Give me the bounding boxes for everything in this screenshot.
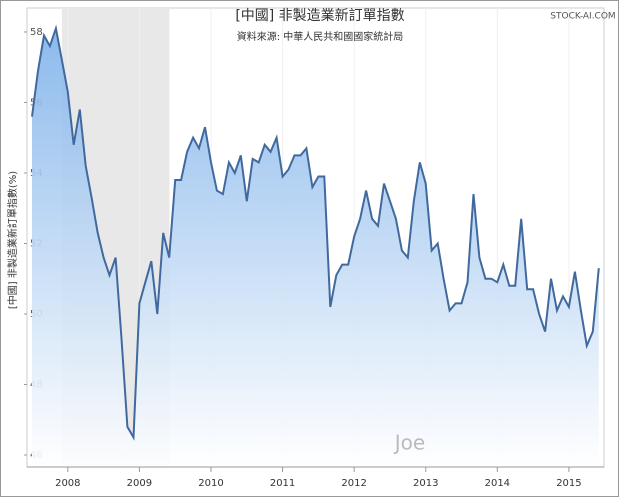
line [31, 24, 600, 441]
watermark: STOCK-AI.COM [550, 12, 615, 22]
y-axis-label: [中國] 非製造業新訂單指數(%) [6, 171, 19, 309]
x-tick-label: 2009 [127, 478, 152, 489]
y-tick-label: 58 [30, 27, 43, 38]
annotation: Joe [393, 431, 425, 455]
x-tick-label: 2011 [270, 478, 295, 489]
x-tick-label: 2013 [413, 478, 438, 489]
chart-subtitle: 資料來源: 中華人民共和國國家統計局 [237, 30, 404, 43]
x-tick-label: 2014 [485, 478, 510, 489]
area [32, 28, 599, 468]
chart-title: [中國] 非製造業新訂單指數 [235, 8, 404, 24]
x-tick-label: 2015 [556, 478, 581, 489]
x-tick-label: 2008 [55, 478, 80, 489]
x-tick-label: 2010 [198, 478, 223, 489]
x-tick-label: 2012 [341, 478, 366, 489]
